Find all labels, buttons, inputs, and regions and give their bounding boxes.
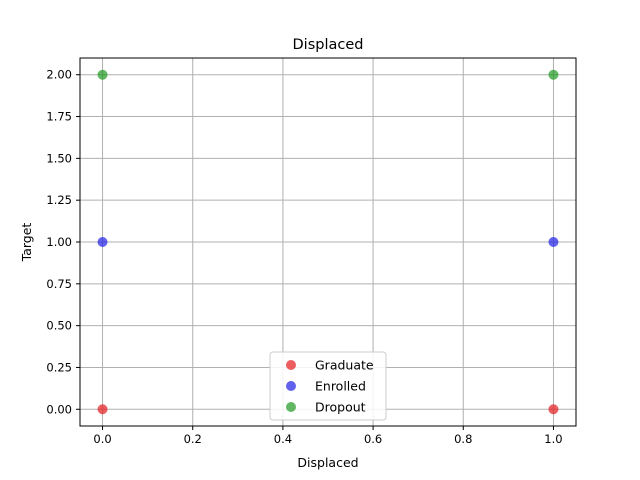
y-tick-label: 1.75 bbox=[46, 110, 72, 124]
x-tick-label: 0.0 bbox=[93, 432, 111, 446]
legend-label-dropout: Dropout bbox=[315, 400, 366, 415]
x-tick-label: 0.8 bbox=[454, 432, 472, 446]
y-tick-label: 0.75 bbox=[46, 277, 72, 291]
y-tick-label: 0.50 bbox=[46, 319, 72, 333]
data-point-graduate bbox=[548, 404, 559, 415]
legend-label-graduate: Graduate bbox=[315, 358, 374, 373]
legend-marker-dropout bbox=[286, 402, 296, 412]
y-tick-label: 2.00 bbox=[46, 68, 72, 82]
legend-marker-enrolled bbox=[286, 381, 296, 391]
legend: Graduate Enrolled Dropout bbox=[269, 351, 387, 421]
data-point-enrolled bbox=[97, 237, 108, 247]
y-tick-label: 1.00 bbox=[46, 235, 72, 249]
x-tick-label: 1.0 bbox=[544, 432, 562, 446]
data-points bbox=[97, 69, 559, 415]
x-tick-label: 0.6 bbox=[364, 432, 382, 446]
y-axis-ticks: 0.00 0.25 0.50 0.75 1.00 1.25 1.50 1.75 2.00 bbox=[46, 68, 80, 416]
data-point-dropout bbox=[548, 69, 559, 80]
data-point-enrolled bbox=[548, 237, 559, 247]
legend-marker-graduate bbox=[286, 360, 296, 370]
x-tick-label: 0.2 bbox=[184, 432, 202, 446]
y-tick-label: 1.50 bbox=[46, 151, 72, 165]
chart-title: Displaced bbox=[293, 37, 364, 53]
y-tick-label: 1.25 bbox=[46, 193, 72, 207]
data-point-graduate bbox=[97, 404, 108, 415]
legend-frame bbox=[269, 351, 387, 421]
data-point-dropout bbox=[97, 69, 108, 80]
x-tick-label: 0.4 bbox=[274, 432, 292, 446]
y-tick-label: 0.00 bbox=[46, 402, 72, 416]
x-axis-ticks: 0.0 0.2 0.4 0.6 0.8 1.0 bbox=[93, 426, 563, 446]
y-axis-label: Target bbox=[19, 223, 34, 263]
legend-label-enrolled: Enrolled bbox=[315, 379, 366, 394]
x-axis-label: Displaced bbox=[297, 455, 358, 470]
y-tick-label: 0.25 bbox=[46, 360, 72, 374]
